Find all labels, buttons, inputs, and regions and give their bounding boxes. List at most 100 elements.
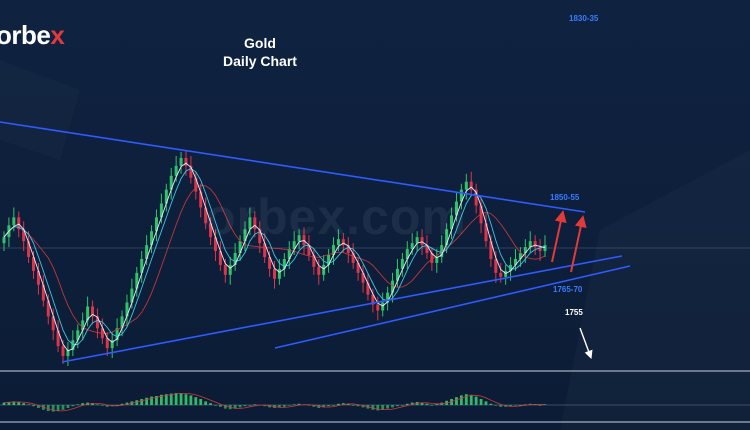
oscillator-bar [287,405,291,406]
oscillator-bar [76,404,80,405]
oscillator-bar [164,394,168,405]
candle-body [336,239,340,246]
level-label-target: 1755 [565,308,583,317]
oscillator-bar [312,405,316,407]
candle-body [159,203,163,218]
candle-body [523,247,527,254]
candle-body [273,268,276,279]
moving-average-line [3,184,546,334]
candle-body [81,320,85,331]
candle-body [263,243,267,257]
candle-body [154,217,158,232]
brand-logo-x: x [50,20,65,50]
candle-body [22,229,26,242]
candle-body [169,175,173,190]
oscillator-bar [297,403,301,405]
candle-body [509,264,513,271]
candle-body [36,270,40,285]
candle-body [140,258,144,273]
candle-body [297,235,301,242]
candle-body [258,229,262,244]
oscillator-bar [464,394,468,405]
bearish-arrow [579,327,593,359]
candle-body [135,272,139,289]
candle-body [91,306,95,317]
chart-title-line2: Daily Chart [223,53,297,69]
candle-body [233,253,237,265]
watermark: orbex.com [205,189,467,245]
candle-body [66,350,70,357]
oscillator-bar [371,405,375,410]
level-label-support: 1765-70 [553,285,583,294]
candle-body [381,302,385,311]
oscillator-bar [66,405,70,408]
brand-logo-text: orbe [0,20,51,50]
oscillator-bar [292,404,296,405]
candle-body [115,328,119,341]
candle-body [41,284,45,301]
oscillator-bar [410,402,414,405]
oscillator-bar [214,405,217,406]
candle-body [32,256,36,271]
candle-body [184,157,188,166]
oscillator-bar [56,405,60,411]
candle-body [46,300,50,317]
oscillator-bar [405,403,409,405]
candle-body [105,338,109,349]
oscillator-bar [120,403,124,405]
oscillator-bar [159,394,163,405]
candle-body [489,241,493,259]
candle-body [204,207,208,224]
oscillator-bar [71,405,75,407]
candle-body [425,245,429,254]
candle-body [86,306,90,321]
oscillator-bar [538,405,542,406]
oscillator-bar [32,405,35,407]
candle-body [469,181,473,190]
candle-body [484,223,488,242]
candle-body [179,157,183,166]
candle-body [317,266,321,275]
candle-body [150,231,154,246]
oscillator-bar [341,403,345,405]
candle-body [371,294,375,305]
candle-body [341,239,345,246]
oscillator-bar [455,397,458,405]
oscillator-bar [37,405,40,408]
oscillator-bar [204,401,208,405]
candle-body [51,316,55,331]
candle-body [400,258,404,269]
candle-body [61,346,65,357]
candle-body [430,253,434,263]
oscillator-bar [307,405,311,406]
candle-body [445,229,449,246]
oscillator-bar [243,405,247,407]
oscillator-bar [263,405,267,407]
background-shape [0,60,80,160]
candle-body [435,256,439,263]
candle-body [499,272,503,277]
chart-title-line1: Gold [244,35,276,51]
oscillator-bar [499,405,503,407]
ascending-trendline [274,265,631,349]
candle-body [395,268,399,281]
oscillator-bar [105,405,109,407]
candle-body [268,256,272,269]
candle-body [238,241,242,254]
oscillator-bar [51,405,55,412]
candle-body [420,237,424,246]
candle-body [415,237,419,244]
candle-body [459,189,463,202]
oscillator-bar [430,405,434,406]
oscillator-bar [346,403,350,405]
candle-body [199,191,203,208]
candle-body [366,282,370,295]
oscillator-bar [61,405,65,410]
oscillator-bar [400,405,404,406]
candle-body [174,165,178,176]
candle-body [76,330,80,341]
candle-body [223,264,227,275]
candle-body [253,217,257,230]
candle-body [513,258,517,265]
